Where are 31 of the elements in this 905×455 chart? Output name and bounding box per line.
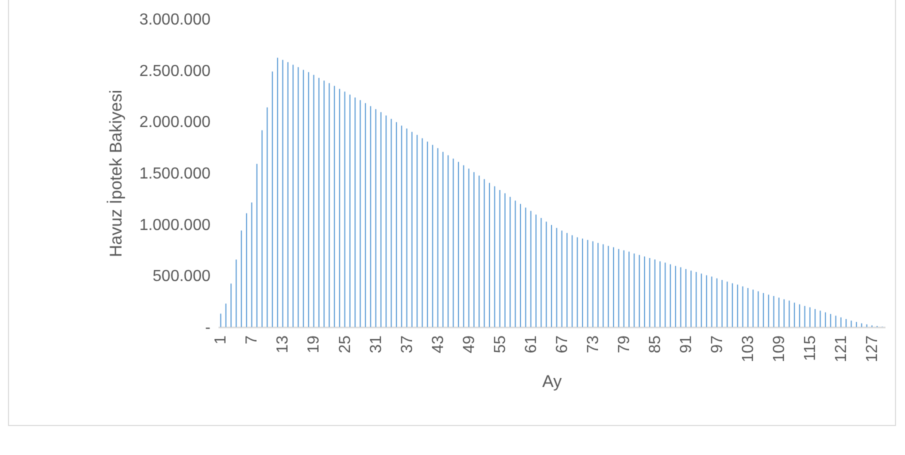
x-tick-label: 55 [492, 335, 509, 354]
y-axis-title: Havuz İpotek Bakiyesi [106, 90, 126, 258]
y-tick-label: 1.500.000 [139, 166, 211, 182]
x-tick-label: 85 [646, 335, 664, 354]
x-tick-label: 109 [770, 335, 788, 362]
x-tick-label: 61 [522, 335, 540, 354]
x-tick-label: 13 [274, 335, 292, 354]
x-tick-label: 25 [336, 335, 354, 354]
x-tick-label: 97 [708, 335, 726, 354]
y-tick-label: 1.000.000 [139, 216, 211, 234]
x-tick-label: 115 [802, 335, 819, 362]
x-tick-label: 37 [398, 335, 416, 354]
y-tick-label: 500.000 [152, 268, 211, 286]
x-tick-label: 67 [554, 335, 571, 354]
x-axis-title: Ay [542, 372, 562, 392]
x-tick-label: 103 [740, 335, 757, 362]
y-tick-label: 2.500.000 [139, 62, 211, 80]
y-tick-label: - [205, 320, 210, 336]
x-tick-label: 91 [678, 335, 695, 354]
x-tick-label: 121 [832, 335, 850, 362]
x-tick-label: 73 [584, 335, 602, 354]
y-tick-label: 3.000.000 [139, 12, 211, 28]
x-tick-label: 79 [616, 335, 633, 354]
x-tick-label: 43 [430, 335, 447, 354]
x-tick-label: 1 [212, 335, 230, 344]
x-tick-label: 127 [864, 335, 881, 362]
y-tick-label: 2.000.000 [139, 114, 211, 132]
x-tick-label: 31 [368, 335, 385, 354]
x-tick-label: 19 [306, 335, 323, 354]
x-tick-label: 49 [460, 335, 478, 354]
x-tick-label: 7 [244, 335, 261, 344]
